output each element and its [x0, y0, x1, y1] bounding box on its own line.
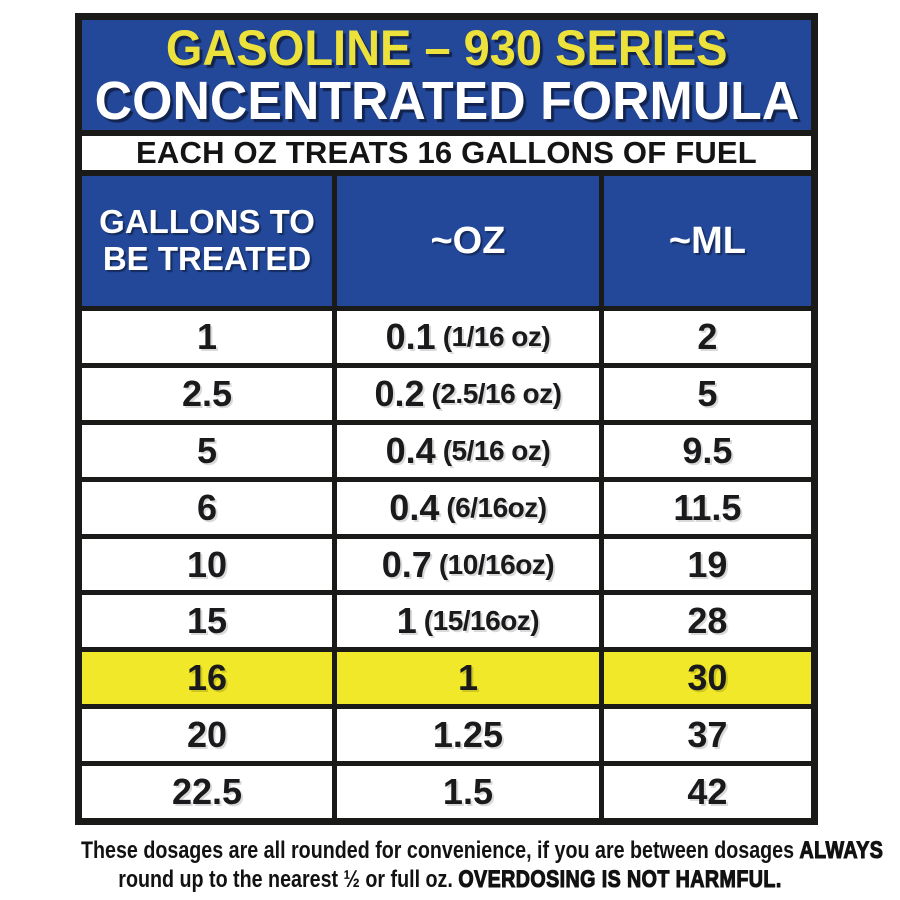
ml-value: 5: [598, 367, 811, 420]
table-row: 5 0.4 (5/16 oz) 9.5: [82, 419, 811, 477]
oz-value: 1.25: [332, 709, 599, 762]
gallons-value: 15: [187, 600, 228, 642]
table-row: 20 1.25 37: [82, 704, 811, 762]
oz-main: 1.5: [442, 771, 493, 813]
dosage-chart-poster: GASOLINE – 930 SERIES CONCENTRATED FORMU…: [75, 13, 818, 825]
ml-value: 2: [598, 311, 811, 363]
oz-value: 0.7 (10/16oz): [332, 538, 599, 591]
oz-main: 0.7: [381, 543, 432, 585]
gallons-value: 1: [197, 315, 218, 357]
oz-value: 0.2 (2.5/16 oz): [332, 367, 599, 420]
oz-main: 1: [457, 657, 478, 699]
oz-fraction-note: (5/16 oz): [442, 434, 551, 466]
ml-value: 42: [598, 766, 811, 819]
oz-value: 1: [332, 652, 599, 705]
table-row: 15 1 (15/16oz) 28: [82, 590, 811, 648]
oz-main: 1.25: [432, 714, 503, 756]
table-row: 10 0.7 (10/16oz) 19: [82, 533, 811, 591]
gallons-value: 5: [197, 429, 218, 471]
oz-fraction-note: (10/16oz): [438, 548, 555, 580]
title-band: GASOLINE – 930 SERIES CONCENTRATED FORMU…: [82, 20, 811, 130]
oz-main: 0.1: [385, 315, 436, 357]
column-header-gallons-line1: GALLONS TO: [99, 203, 315, 241]
oz-value: 1.5: [332, 766, 599, 819]
gallons-value: 20: [187, 714, 228, 756]
oz-value: 0.4 (5/16 oz): [332, 424, 599, 477]
treat-ratio-banner: EACH OZ TREATS 16 GALLONS OF FUEL: [82, 130, 811, 176]
table-row: 22.5 1.5 42: [82, 761, 811, 819]
oz-main: 1: [396, 600, 417, 642]
product-title: GASOLINE – 930 SERIES: [165, 19, 728, 76]
ml-value: 19: [598, 538, 811, 591]
oz-fraction-note: (15/16oz): [423, 605, 540, 637]
gallons-value: 16: [187, 657, 228, 699]
column-header-ml: ~ML: [598, 176, 811, 306]
gallons-value: 6: [197, 486, 218, 528]
oz-fraction-note: (2.5/16 oz): [431, 377, 562, 409]
dosage-table: GALLONS TO BE TREATED ~OZ ~ML 1 0.1 (1/1…: [82, 176, 811, 819]
footnote-emphasis: OVERDOSING IS NOT HARMFUL.: [458, 866, 782, 894]
table-row: 1 0.1 (1/16 oz) 2: [82, 306, 811, 363]
footnote-text: These dosages are all rounded for conven…: [81, 837, 800, 864]
table-row: 2.5 0.2 (2.5/16 oz) 5: [82, 362, 811, 420]
ml-value: 9.5: [598, 424, 811, 477]
footnote: These dosages are all rounded for conven…: [0, 836, 900, 895]
gallons-value: 10: [187, 543, 228, 585]
table-row-highlighted: 16 1 30: [82, 647, 811, 705]
gallons-value: 22.5: [171, 771, 243, 813]
gallons-value: 2.5: [182, 372, 233, 414]
table-header-row: GALLONS TO BE TREATED ~OZ ~ML: [82, 176, 811, 306]
oz-main: 0.4: [389, 486, 440, 528]
oz-value: 0.4 (6/16oz): [332, 481, 599, 534]
footnote-text: round up to the nearest ½ or full oz.: [118, 866, 459, 894]
oz-value: 1 (15/16oz): [332, 595, 599, 648]
footnote-line-1: These dosages are all rounded for conven…: [81, 836, 883, 865]
column-header-oz: ~OZ: [332, 176, 599, 306]
ml-value: 28: [598, 595, 811, 648]
footnote-line-2: round up to the nearest ½ or full oz. OV…: [81, 865, 819, 894]
column-header-gallons: GALLONS TO BE TREATED: [82, 176, 332, 306]
oz-main: 0.2: [374, 372, 425, 414]
oz-main: 0.4: [385, 429, 436, 471]
ml-value: 37: [598, 709, 811, 762]
table-row: 6 0.4 (6/16oz) 11.5: [82, 476, 811, 534]
column-header-gallons-line2: BE TREATED: [102, 240, 312, 277]
oz-fraction-note: (6/16oz): [446, 491, 547, 523]
oz-fraction-note: (1/16 oz): [442, 320, 551, 352]
footnote-emphasis: ALWAYS: [799, 836, 884, 864]
ml-value: 30: [598, 652, 811, 705]
formula-title: CONCENTRATED FORMULA: [94, 71, 799, 132]
oz-value: 0.1 (1/16 oz): [332, 311, 599, 363]
ml-value: 11.5: [598, 481, 811, 534]
